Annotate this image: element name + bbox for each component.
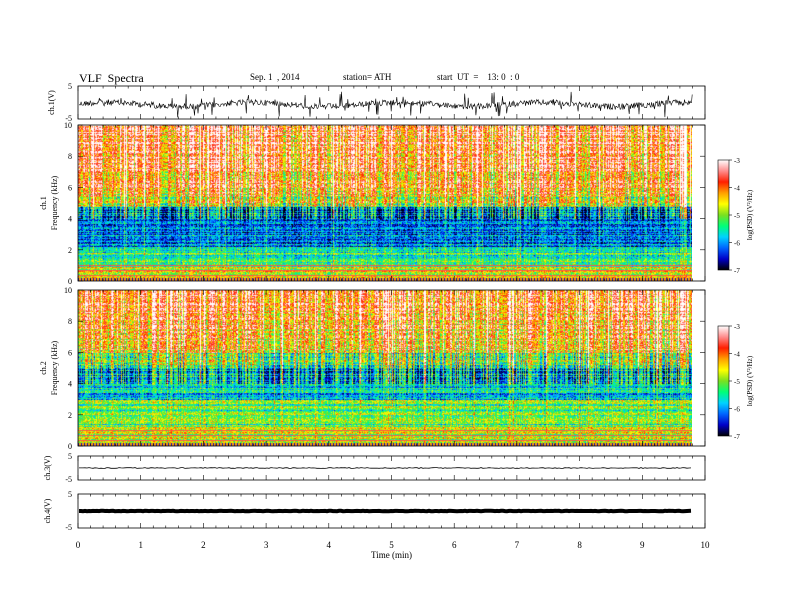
x-tick-label: 1 [138,540,143,550]
station-label: station= ATH [343,72,392,82]
colorbar-tick-label: -4 [734,185,740,193]
start-time-label: start UT = 13: 0 : 0 [437,72,520,82]
y-tick-label: 5 [68,82,72,91]
ch3-waveform-line [79,467,692,469]
colorbar-tick-label: -6 [734,406,740,414]
ch2-ylabel: ch.2 [39,361,48,375]
y-tick-label: 2 [68,246,72,255]
x-axis-label: Time (min) [371,550,412,560]
colorbar-tick-label: -5 [734,378,740,386]
y-tick-label: 4 [68,380,72,389]
y-tick-label: 10 [64,286,72,295]
x-tick-label: 6 [452,540,457,550]
x-tick-label: 5 [389,540,394,550]
y-tick-label: 8 [68,152,72,161]
date-label: Sep. 1 , 2014 [250,72,300,82]
x-tick-label: 10 [701,540,711,550]
x-tick-label: 8 [577,540,582,550]
ch1-colorbar-label: log(PSD) (V²/Hz) [746,189,754,240]
y-tick-label: 2 [68,411,72,420]
y-tick-label: 4 [68,215,72,224]
ch1-ylabel: ch.1 [39,196,48,210]
ch2-spectrogram-image [78,290,692,446]
colorbar-tick-label: -3 [734,323,740,331]
y-tick-label: 6 [68,348,72,357]
ch3-ylabel: ch.3(V) [43,455,52,480]
y-tick-label: 5 [68,452,72,461]
ch4-ylabel: ch.4(V) [43,498,52,523]
y-tick-label: 0 [68,442,72,451]
colorbar-tick-label: -5 [734,212,740,220]
ch1-ylabel-frequency: Frequency (kHz) [50,175,59,230]
ch1-spectrogram-image [78,125,692,281]
colorbar-tick-label: -4 [734,351,740,359]
x-tick-label: 2 [201,540,206,550]
y-tick-label: 5 [68,490,72,499]
y-tick-label: 0 [68,277,72,286]
ch2-ylabel-frequency: Frequency (kHz) [50,340,59,395]
x-tick-label: 9 [640,540,645,550]
y-tick-label: -5 [65,523,72,532]
y-tick-label: -5 [65,114,72,123]
x-tick-label: 7 [515,540,520,550]
colorbar-tick-label: -6 [734,240,740,248]
x-tick-label: 0 [76,540,81,550]
colorbar-tick-label: -3 [734,157,740,165]
ch1-waveform-line [78,91,693,118]
y-tick-label: -5 [65,475,72,484]
ch1-ylabel: ch.1(V) [47,90,56,115]
x-tick-label: 3 [264,540,269,550]
ch2-colorbar [717,325,730,437]
chart-title: VLF Spectra [79,71,144,85]
ch2-colorbar-label: log(PSD) (V²/Hz) [746,355,754,406]
colorbar-tick-label: -7 [734,433,740,441]
y-tick-label: 6 [68,183,72,192]
y-tick-label: 8 [68,317,72,326]
y-tick-label: 10 [64,121,72,130]
x-tick-label: 4 [327,540,332,550]
colorbar-tick-label: -7 [734,267,740,275]
ch1-colorbar [717,159,730,271]
